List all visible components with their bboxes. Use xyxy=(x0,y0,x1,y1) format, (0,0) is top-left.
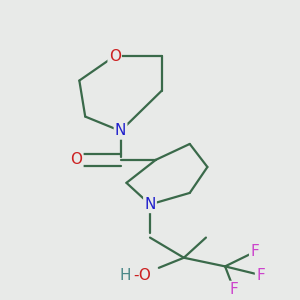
Text: O: O xyxy=(70,152,83,167)
Text: O: O xyxy=(109,49,121,64)
Text: N: N xyxy=(144,197,156,212)
Text: H: H xyxy=(119,268,131,283)
Text: F: F xyxy=(230,282,238,297)
Text: -O: -O xyxy=(134,268,152,283)
Text: F: F xyxy=(250,244,259,260)
Text: F: F xyxy=(256,268,265,283)
Text: N: N xyxy=(115,124,126,139)
